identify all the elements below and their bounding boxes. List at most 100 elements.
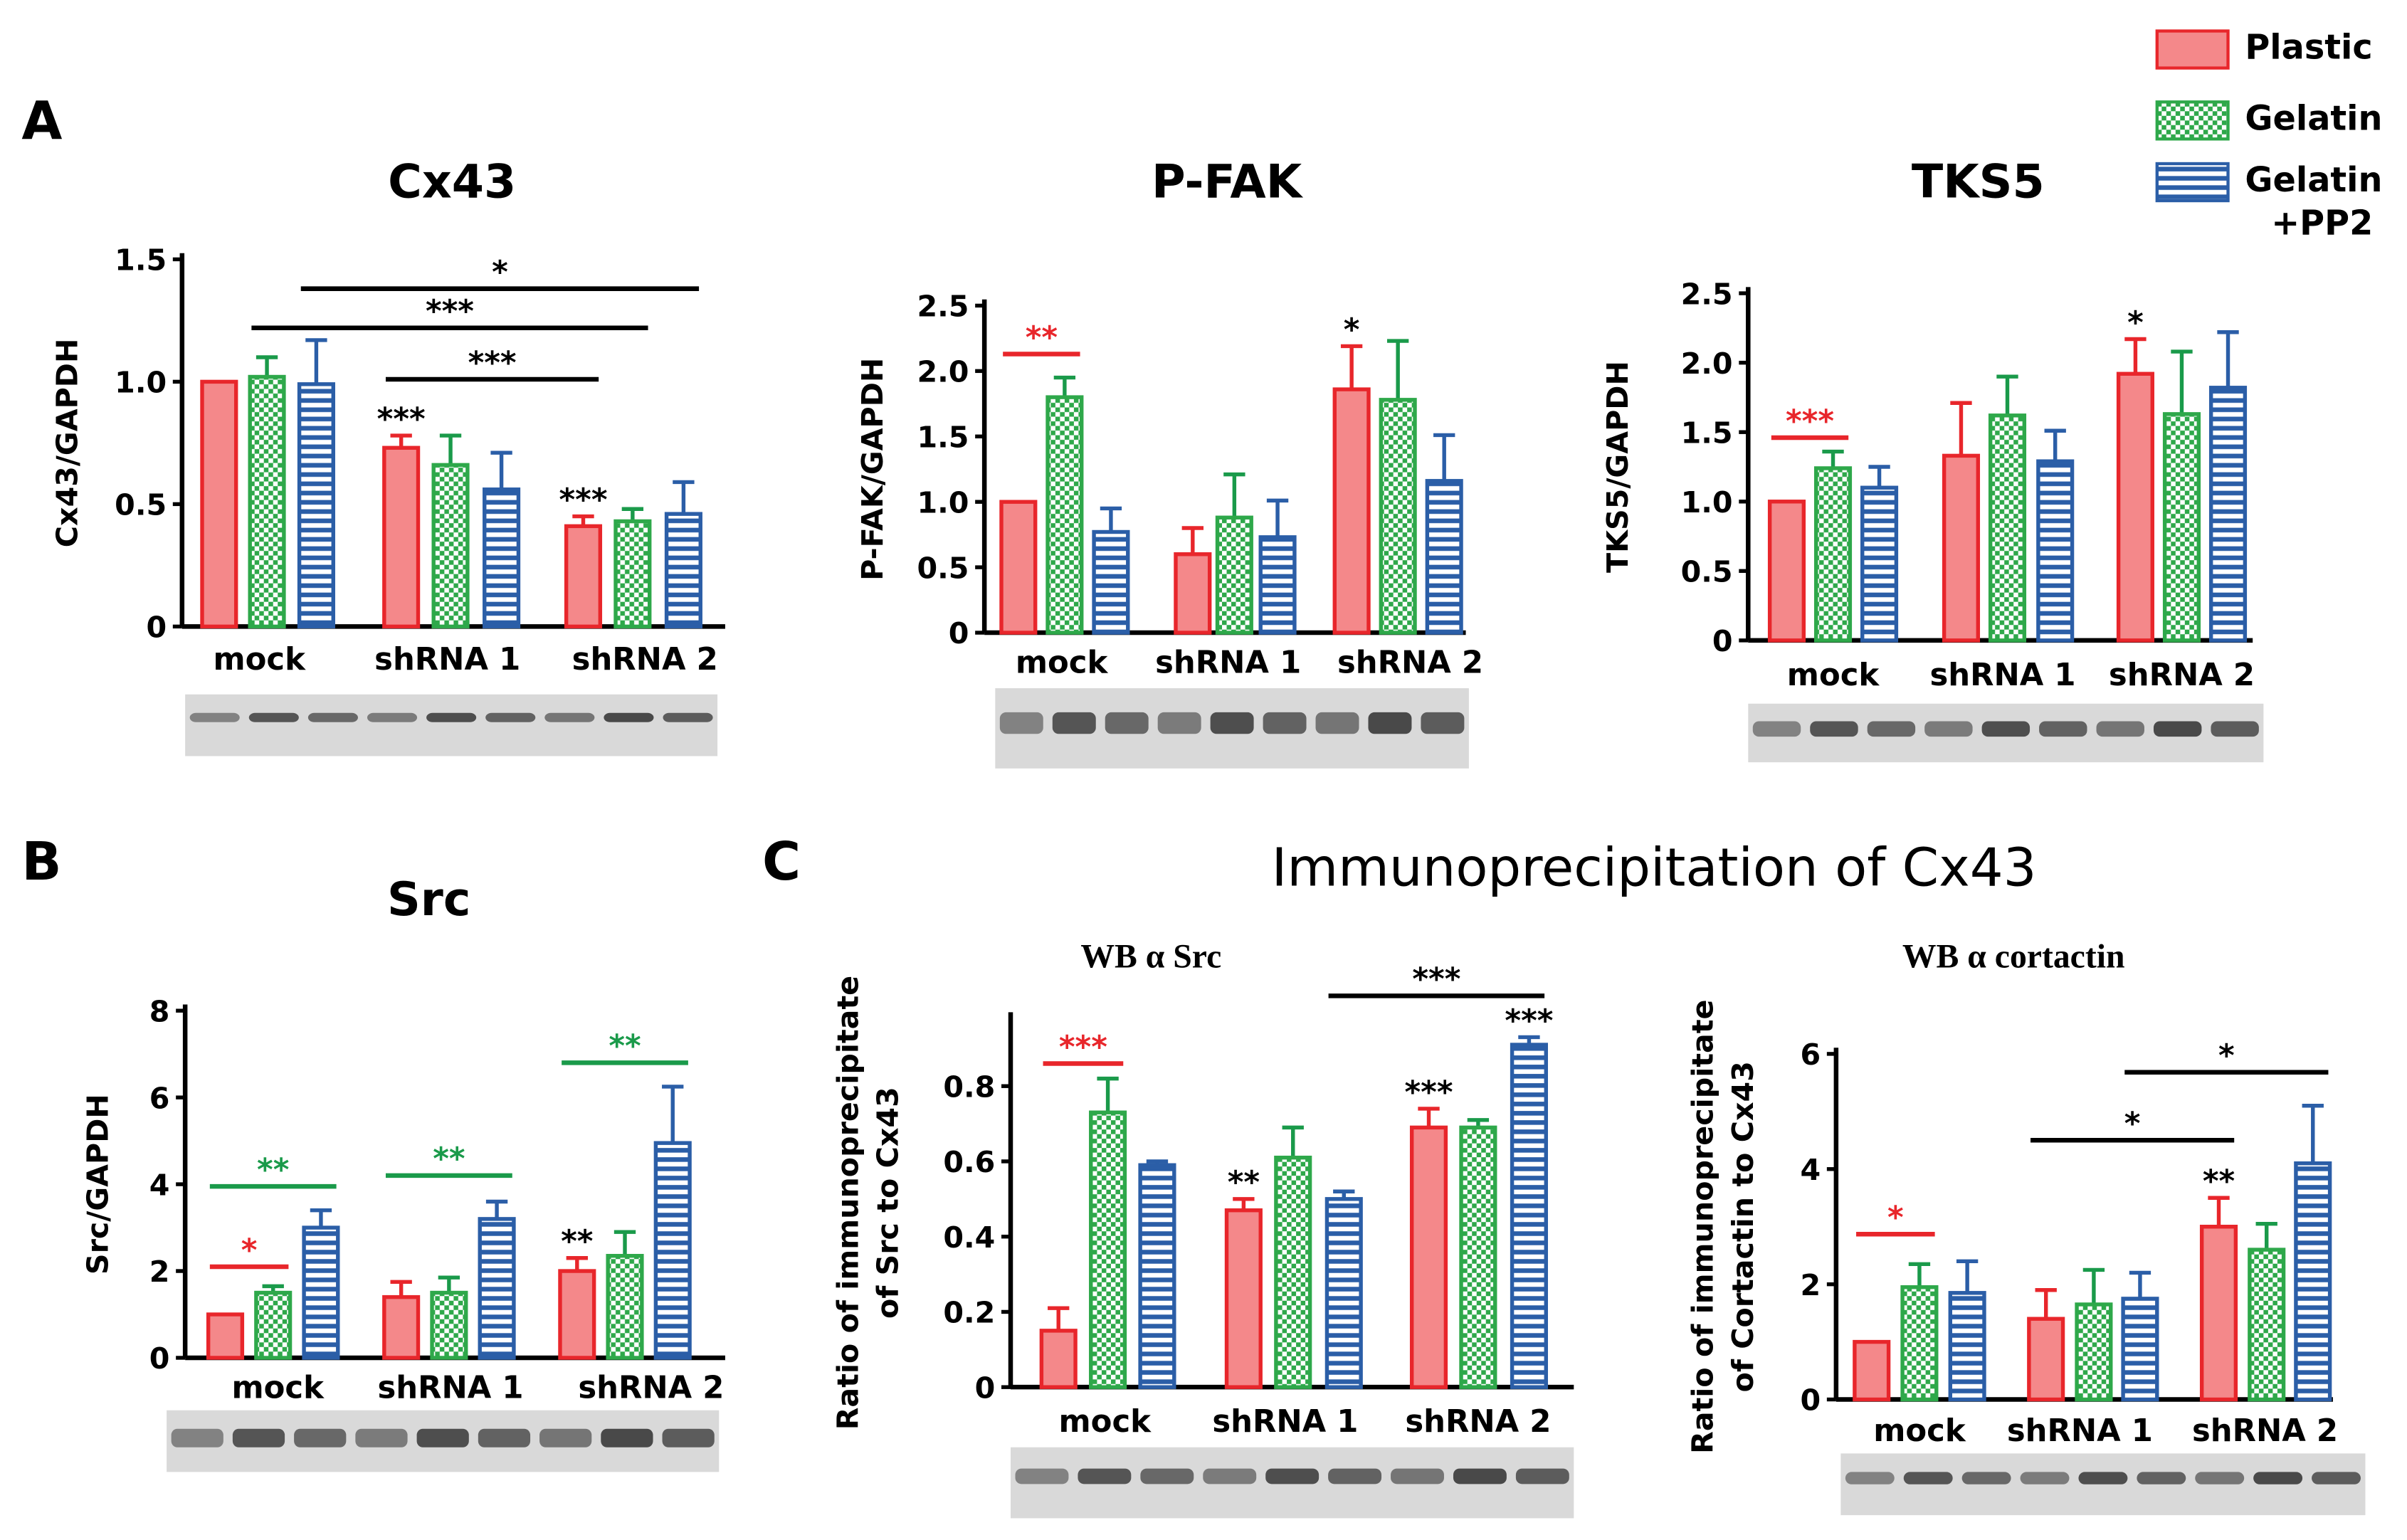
panel-c-title: Immunoprecipitation of Cx43	[1272, 838, 2037, 899]
blot-band	[1052, 712, 1096, 734]
y-tick-label: 0.6	[943, 1145, 995, 1179]
western-blot-image	[1840, 1453, 2366, 1516]
bar-significance-stars: *	[1344, 312, 1360, 348]
blot-band	[1924, 721, 1973, 737]
blot-band	[2211, 721, 2259, 737]
significance-stars: **	[1026, 320, 1058, 356]
blot-band	[1203, 1468, 1257, 1484]
bar-significance-stars: ***	[559, 482, 607, 518]
significance-stars: **	[609, 1029, 641, 1065]
bar-gelatin	[1988, 413, 2027, 643]
bar-significance-stars: *	[2127, 305, 2144, 341]
bar-gelatin-pp2	[2121, 1297, 2159, 1402]
legend-swatch-0	[2155, 29, 2230, 70]
y-tick-label: 8	[149, 994, 170, 1028]
chart-title: Cx43	[388, 156, 516, 209]
blot-band	[248, 712, 299, 722]
legend-label-2-line2: +PP2	[2271, 204, 2373, 243]
bar-significance-stars: **	[2203, 1164, 2235, 1200]
x-category-label: shRNA 2	[1405, 1404, 1551, 1440]
panel-letter-a: A	[21, 91, 62, 152]
x-category-label: shRNA 1	[377, 1370, 523, 1405]
y-tick-label: 1.5	[917, 420, 969, 454]
blot-band	[171, 1428, 223, 1447]
y-tick-label: 2.5	[917, 290, 969, 324]
x-category-label: mock	[231, 1370, 325, 1405]
blot-band	[294, 1428, 347, 1447]
y-tick-label: 0.5	[115, 488, 167, 522]
bar-gelatin-pp2	[2208, 386, 2248, 643]
y-axis-label: Ratio of immunoprecipitate	[831, 976, 865, 1430]
y-tick-label: 6	[1801, 1038, 1821, 1072]
legend: Plastic Gelatin Gelatin +PP2	[2155, 28, 2382, 243]
panel-letter-b: B	[21, 832, 61, 892]
bar-significance-stars: ***	[377, 401, 426, 437]
bar-gelatin	[1089, 1110, 1127, 1389]
chart-tks5: TKS5 0 0.5 1.0 1.5 2.0 2.5 TKS5/GAPDH mock shRNA …	[1601, 156, 2264, 763]
bar-plastic	[200, 379, 238, 629]
blot-band	[2153, 721, 2202, 737]
bar-plastic	[564, 524, 603, 629]
bar-gelatin-pp2	[1860, 485, 1899, 643]
y-tick-label: 6	[149, 1081, 170, 1115]
x-category-label: shRNA 2	[2109, 658, 2255, 693]
bar-gelatin	[1459, 1125, 1497, 1389]
x-category-label: mock	[1787, 658, 1880, 693]
blot-band	[1315, 712, 1359, 734]
y-axis-label: Cx43/GAPDH	[50, 339, 84, 548]
blot-band	[367, 712, 418, 722]
legend-swatch-2	[2155, 162, 2230, 203]
bar-significance-stars: ***	[1505, 1003, 1553, 1039]
blot-band	[1867, 721, 1916, 737]
blot-band	[426, 712, 477, 722]
legend-swatch-1	[2155, 100, 2230, 141]
bar-gelatin	[1900, 1285, 1939, 1402]
blot-band	[539, 1428, 592, 1447]
significance-stars: *	[492, 255, 508, 290]
bar-plastic	[1224, 1208, 1263, 1389]
blot-band	[2039, 721, 2087, 737]
blot-band	[2137, 1472, 2186, 1484]
bar-gelatin	[2248, 1248, 2286, 1402]
bar-gelatin	[1046, 395, 1084, 635]
bar-gelatin-pp2	[1948, 1291, 1986, 1402]
blot-band	[416, 1428, 469, 1447]
blot-band	[1265, 1468, 1320, 1484]
blot-band	[307, 712, 358, 722]
chart-title: WB α cortactin	[1902, 938, 2125, 975]
blot-band	[1140, 1468, 1194, 1484]
bar-plastic	[2199, 1225, 2238, 1402]
blot-band	[355, 1428, 408, 1447]
bar-plastic	[382, 445, 421, 629]
significance-stars: ***	[1412, 962, 1460, 998]
y-tick-label: 1.5	[1681, 416, 1733, 450]
bar-plastic	[1409, 1125, 1448, 1389]
y-axis-label: TKS5/GAPDH	[1601, 361, 1635, 573]
bar-gelatin-pp2	[653, 1141, 692, 1360]
significance-stars: ***	[426, 294, 474, 329]
western-blot-image	[167, 1410, 720, 1472]
y-axis-label: Src/GAPDH	[81, 1094, 115, 1275]
blot-band	[1078, 1468, 1132, 1484]
blot-band	[2096, 721, 2144, 737]
blot-band	[478, 1428, 531, 1447]
blot-band	[601, 1428, 653, 1447]
bar-gelatin	[1813, 466, 1853, 643]
bar-gelatin	[254, 1290, 293, 1360]
blot-band	[1328, 1468, 1382, 1484]
y-axis-label: Ratio of immunoprecipitate	[1685, 1000, 1719, 1454]
x-category-label: shRNA 1	[1929, 658, 2075, 693]
blot-band	[1263, 712, 1307, 734]
blot-band	[1845, 1472, 1895, 1484]
blot-band	[604, 712, 654, 722]
significance-stars: *	[241, 1233, 258, 1268]
blot-band	[1157, 712, 1201, 734]
blot-band	[1210, 712, 1254, 734]
y-tick-label: 1.0	[115, 366, 167, 400]
x-category-label: shRNA 1	[374, 642, 520, 677]
bar-gelatin	[2162, 412, 2201, 643]
bar-gelatin-pp2	[302, 1225, 340, 1360]
blot-band	[1961, 1472, 2011, 1484]
blot-band	[1015, 1468, 1069, 1484]
